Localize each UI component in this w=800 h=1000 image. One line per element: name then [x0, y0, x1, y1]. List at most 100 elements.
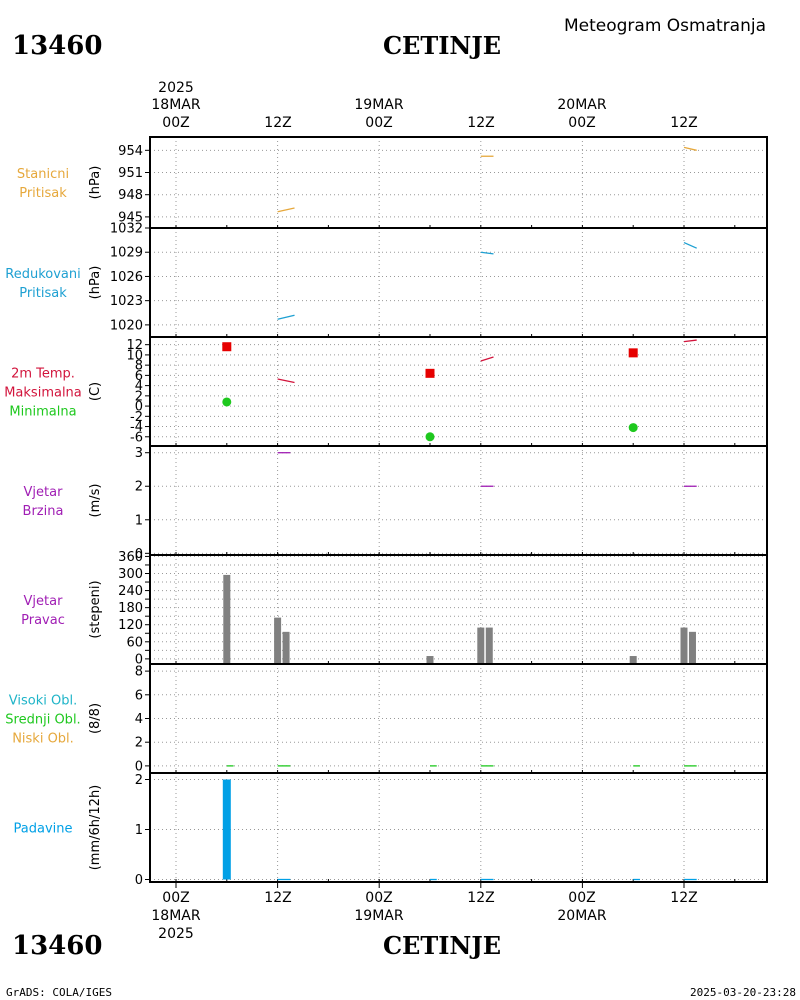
- panel-parameter-label: Minimalna: [9, 405, 76, 420]
- y-tick-label: 0: [135, 652, 143, 667]
- y-tick-label: 948: [118, 188, 143, 203]
- y-tick-label: 240: [118, 584, 143, 599]
- data-segment: [277, 378, 295, 384]
- data-segment: [683, 146, 697, 151]
- panel-unit-label: (hPa): [88, 166, 103, 200]
- data-segment: [683, 339, 697, 343]
- y-tick-label: 1: [135, 823, 143, 838]
- y-tick-label: 1020: [110, 318, 143, 333]
- y-tick-label: 954: [118, 144, 143, 159]
- panel-frame: [149, 227, 768, 338]
- station-name-top: CETINJE: [383, 31, 501, 60]
- top-date-label: 18MAR: [151, 97, 200, 113]
- y-tick-label: 2: [135, 480, 143, 495]
- data-segment: [480, 356, 494, 362]
- meteogram-title: Meteogram Osmatranja: [564, 16, 766, 36]
- bottom-hour-label: 00Z: [568, 890, 595, 906]
- bottom-time-axis: 00Z 12Z 00Z 12Z 00Z 12Z 18MAR 19MAR 20MA…: [151, 890, 697, 942]
- top-date-label: 19MAR: [354, 97, 403, 113]
- panel-parameter-label: Visoki Obl.: [9, 694, 77, 709]
- data-segment: [277, 314, 295, 320]
- station-name-bottom: CETINJE: [383, 931, 501, 960]
- y-tick-label: 0: [135, 873, 143, 888]
- bottom-hour-label: 12Z: [264, 890, 291, 906]
- panel-frame: [149, 336, 768, 447]
- panel-unit-label: (mm/6h/12h): [88, 785, 103, 871]
- y-tick-label: 1023: [110, 294, 143, 309]
- wind-direction-bar: [274, 617, 282, 665]
- top-hour-label: 00Z: [568, 115, 595, 131]
- footer-timestamp: 2025-03-20-23:28: [690, 986, 796, 999]
- top-hour-label: 12Z: [264, 115, 291, 131]
- bottom-hour-label: 12Z: [467, 890, 494, 906]
- y-tick-label: 120: [118, 618, 143, 633]
- panel-2: 1020 1023 1026 1029 1032 (hPa) Redukovani Priti…: [5, 222, 768, 338]
- y-tick-label: 1029: [110, 246, 143, 261]
- y-tick-label: -6: [130, 430, 143, 445]
- data-segment: [480, 251, 494, 255]
- y-tick-label: 1032: [110, 222, 143, 237]
- panel-5: 0 60 120 180 240 300 360 (stepeni) Vjetar Pravac: [21, 550, 768, 667]
- bottom-hour-label: 00Z: [365, 890, 392, 906]
- y-tick-label: 10: [126, 348, 143, 363]
- bottom-hour-label: 00Z: [162, 890, 189, 906]
- panel-parameter-label: Srednji Obl.: [5, 713, 80, 728]
- wind-direction-bar: [223, 574, 231, 665]
- y-tick-label: 300: [118, 567, 143, 582]
- footer-credit: GrADS: COLA/IGES: [6, 986, 112, 999]
- panel-unit-label: (m/s): [88, 484, 103, 518]
- y-tick-label: 8: [135, 665, 143, 680]
- y-tick-label: 951: [118, 166, 143, 181]
- y-tick-label: 60: [126, 635, 143, 650]
- top-hour-label: 12Z: [467, 115, 494, 131]
- bottom-date-label: 20MAR: [557, 908, 606, 924]
- panel-frame: [149, 772, 768, 883]
- max-temp-point: [425, 368, 435, 378]
- y-tick-label: 8: [135, 359, 143, 374]
- wind-direction-bar: [485, 627, 493, 665]
- wind-direction-bar: [477, 627, 485, 665]
- min-temp-point: [222, 397, 232, 407]
- y-tick-label: 360: [118, 550, 143, 565]
- y-tick-label: 1026: [110, 270, 143, 285]
- y-tick-label: 2: [135, 389, 143, 404]
- max-temp-point: [222, 342, 232, 352]
- panel-parameter-label: Pritisak: [19, 286, 67, 301]
- wind-direction-bar: [688, 631, 696, 665]
- y-tick-label: 0: [135, 400, 143, 415]
- panel-parameter-label: Vjetar: [24, 594, 64, 609]
- y-tick-label: 4: [135, 379, 143, 394]
- panel-frame: [149, 554, 768, 665]
- panel-parameter-label: Padavine: [14, 822, 73, 837]
- panel-7: 0 1 2 (mm/6h/12h) Padavine: [14, 772, 768, 888]
- top-date-label: 20MAR: [557, 97, 606, 113]
- y-tick-label: 6: [135, 369, 143, 384]
- bottom-date-label: 18MAR: [151, 908, 200, 924]
- wind-direction-bar: [629, 656, 637, 665]
- panels-group: 945948951954(hPa)StanicniPritisak1020102…: [4, 136, 768, 888]
- bottom-hour-label: 12Z: [670, 890, 697, 906]
- y-tick-label: -2: [130, 410, 143, 425]
- top-hour-label: 00Z: [365, 115, 392, 131]
- station-id-top: 13460: [12, 31, 102, 61]
- station-id-bottom: 13460: [12, 931, 102, 961]
- y-tick-label: 2: [135, 773, 143, 788]
- y-tick-label: 6: [135, 688, 143, 703]
- top-time-axis: 2025 18MAR 19MAR 20MAR 00Z 12Z 00Z 12Z 0…: [151, 80, 697, 131]
- panel-parameter-label: Redukovani: [5, 267, 80, 282]
- panel-4: 0 1 2 3 (m/s) Vjetar Brzina: [23, 445, 768, 562]
- y-tick-label: 180: [118, 601, 143, 616]
- top-hour-label: 12Z: [670, 115, 697, 131]
- y-tick-label: 4: [135, 712, 143, 727]
- data-segment: [683, 241, 697, 249]
- y-tick-label: 3: [135, 446, 143, 461]
- bottom-date-label: 19MAR: [354, 908, 403, 924]
- y-tick-label: 0: [135, 759, 143, 774]
- panel-parameter-label: Stanicni: [17, 167, 69, 182]
- panel-parameter-label: Pravac: [21, 613, 65, 628]
- panel-6: 0 2 4 6 8 (8/8) Visoki Obl. Srednji Obl. Niski O…: [5, 663, 768, 774]
- min-temp-point: [628, 423, 638, 433]
- panel-parameter-label: Maksimalna: [4, 386, 82, 401]
